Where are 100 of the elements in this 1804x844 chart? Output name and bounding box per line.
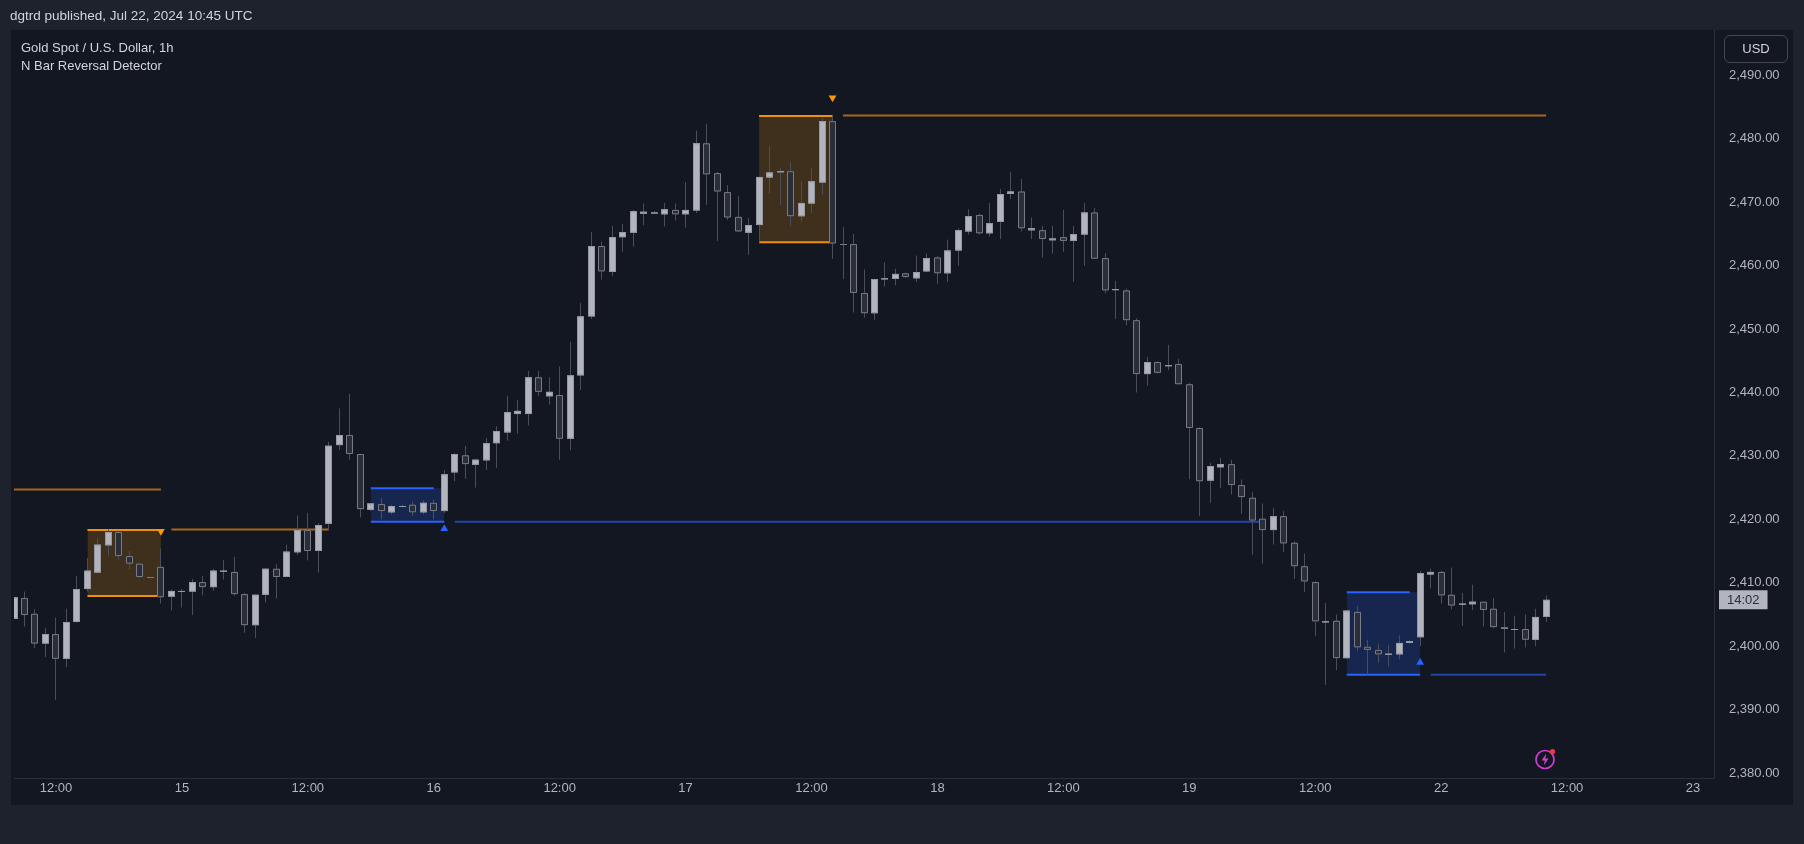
candlestick <box>1081 202 1088 267</box>
candlestick <box>1543 594 1550 623</box>
candlestick <box>514 399 521 435</box>
candlestick <box>1438 570 1445 605</box>
candlestick <box>1039 225 1046 258</box>
candlestick <box>798 180 805 222</box>
candlestick <box>1165 344 1172 371</box>
candlestick <box>1490 597 1497 629</box>
y-tick-label: 2,490.00 <box>1729 67 1780 83</box>
candlestick <box>126 550 133 570</box>
candlestick <box>766 145 773 194</box>
candlestick <box>1249 491 1256 556</box>
candlestick <box>1511 615 1518 650</box>
candlestick <box>1322 602 1329 686</box>
candlestick <box>1396 634 1403 660</box>
candlestick <box>986 202 993 238</box>
text: Gold Spot / U.S. Dollar, 1h <box>21 40 174 56</box>
y-tick-label: 2,410.00 <box>1729 574 1780 590</box>
candlestick <box>861 268 868 319</box>
y-tick-label: 2,420.00 <box>1729 510 1780 526</box>
candlestick <box>546 376 553 406</box>
candlestick <box>1060 209 1067 253</box>
candlestick <box>430 499 437 520</box>
x-tick-label: 16 <box>426 780 441 796</box>
candlestick <box>1112 280 1119 320</box>
candlestick <box>346 393 353 461</box>
candlestick <box>1175 358 1182 385</box>
candlestick <box>976 213 983 236</box>
candlestick <box>1144 356 1151 387</box>
candlestick <box>881 262 888 288</box>
candlestick <box>483 437 490 471</box>
candlestick <box>619 223 626 253</box>
candlestick <box>1480 601 1487 627</box>
x-tick-label: 12:00 <box>543 780 576 796</box>
y-tick-label: 2,440.00 <box>1729 384 1780 400</box>
point <box>828 95 837 103</box>
candlestick <box>535 370 542 397</box>
y-tick-label: 2,470.00 <box>1729 193 1780 209</box>
text: 14:02 <box>1727 591 1760 607</box>
candlestick <box>1049 225 1056 255</box>
candlestick <box>504 395 511 442</box>
candlestick <box>777 167 784 206</box>
candlestick <box>1364 639 1371 676</box>
point <box>157 529 165 536</box>
candlestick <box>220 559 227 581</box>
x-tick-label: 12:00 <box>39 780 73 796</box>
x-tick-label: 12:00 <box>1550 780 1584 796</box>
candlestick <box>735 195 742 233</box>
candlestick <box>1501 611 1508 653</box>
candlestick <box>1375 643 1382 664</box>
candlestick <box>1207 462 1214 504</box>
candlestick <box>336 407 343 451</box>
candlestick <box>1427 568 1434 589</box>
candlestick <box>1270 507 1277 546</box>
x-tick-label: 19 <box>1182 780 1197 796</box>
candlestick <box>1259 502 1266 565</box>
candlestick <box>1385 644 1392 667</box>
candlestick <box>189 578 196 616</box>
candlestick <box>745 217 752 256</box>
candlestick <box>1469 584 1476 611</box>
x-tick-label: 12:00 <box>1047 780 1080 796</box>
candlestick <box>84 557 91 593</box>
candlestick <box>944 239 951 283</box>
candlestick <box>378 497 385 520</box>
candlestick <box>934 255 941 285</box>
candlestick <box>1291 540 1298 580</box>
candlestick <box>1522 613 1529 648</box>
x-tick-label: 23 <box>1685 780 1701 796</box>
text: N Bar Reversal Detector <box>21 58 162 74</box>
candlestick <box>640 203 647 226</box>
x-tick-label: 12:00 <box>795 780 828 796</box>
candlestick <box>630 209 637 248</box>
candlestick <box>294 515 301 556</box>
y-tick-label: 2,460.00 <box>1729 257 1780 273</box>
candlestick <box>231 556 238 597</box>
candlestick <box>714 171 721 242</box>
x-tick-label: 15 <box>174 780 190 796</box>
y-axis-title: USD <box>1724 35 1788 63</box>
candlestick <box>105 528 112 556</box>
candlestick <box>210 568 217 592</box>
candlestick <box>1007 171 1014 200</box>
y-tick-label: 2,400.00 <box>1729 637 1780 653</box>
candlestick <box>273 563 280 600</box>
y-tick-label: 2,430.00 <box>1729 447 1780 463</box>
candlestick <box>178 588 185 608</box>
candlestick <box>493 425 500 469</box>
point <box>440 524 449 532</box>
candlestick <box>1238 478 1245 515</box>
candlestick <box>462 445 469 480</box>
candlestick <box>913 255 920 283</box>
candlestick <box>472 458 479 489</box>
candlestick <box>1217 457 1224 489</box>
y-tick-label: 2,450.00 <box>1729 320 1780 336</box>
x-tick-label: 17 <box>678 780 693 796</box>
candlestick <box>965 208 972 236</box>
candlestick <box>1070 225 1077 283</box>
candlestick <box>1228 459 1235 496</box>
x-tick-label: 22 <box>1433 780 1449 796</box>
candlestick <box>304 512 311 562</box>
candlestick <box>451 452 458 482</box>
